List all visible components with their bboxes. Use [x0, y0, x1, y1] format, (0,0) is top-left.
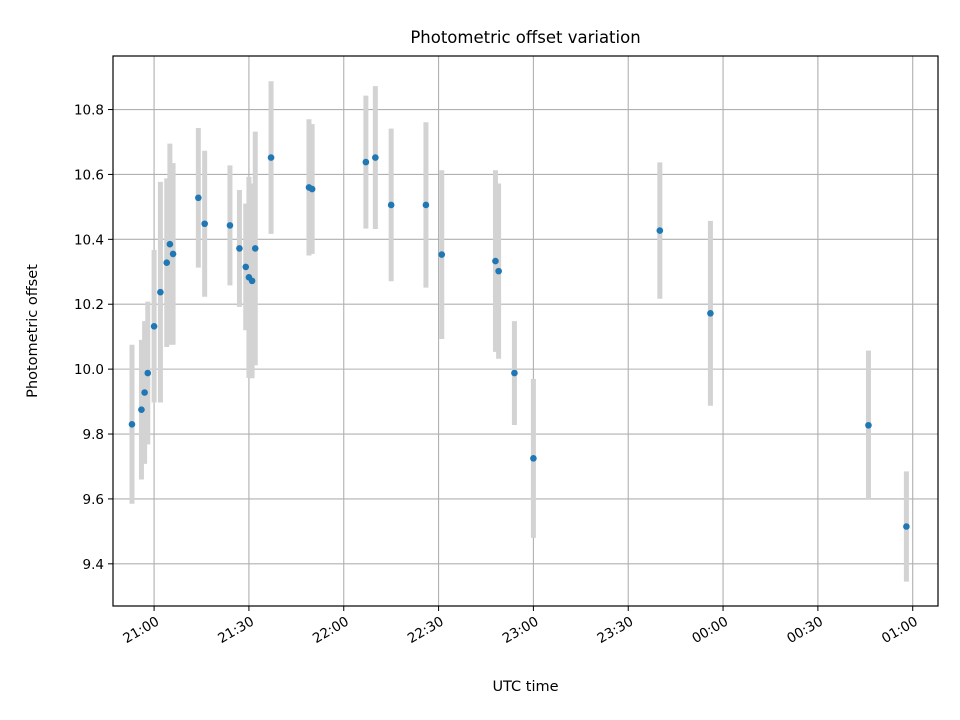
data-point: [495, 267, 502, 275]
data-point: [163, 259, 171, 266]
data-points: [128, 154, 910, 530]
data-point: [308, 185, 316, 193]
grid: [113, 56, 938, 606]
data-point: [865, 421, 872, 429]
y-tick-label: 10.6: [74, 167, 104, 183]
data-point: [166, 240, 174, 248]
y-tick-label: 10.4: [74, 232, 104, 248]
data-point: [128, 420, 136, 428]
data-point: [201, 220, 208, 228]
data-point: [226, 222, 234, 229]
chart-title: Photometric offset variation: [410, 28, 640, 47]
data-point: [422, 201, 430, 209]
data-point: [169, 250, 177, 258]
data-point: [387, 201, 395, 209]
data-point: [492, 257, 499, 265]
y-axis-label: Photometric offset: [25, 264, 41, 398]
data-point: [236, 245, 243, 252]
x-axis-label: UTC time: [492, 679, 558, 695]
data-point: [141, 389, 148, 396]
data-point: [195, 194, 202, 202]
data-point: [150, 322, 158, 330]
data-point: [242, 263, 250, 271]
y-tick-label: 10.2: [74, 297, 104, 313]
data-point: [511, 369, 518, 377]
y-tick-label: 9.6: [83, 492, 104, 508]
data-point: [530, 455, 537, 462]
data-point: [138, 406, 145, 413]
data-point: [251, 245, 259, 252]
data-point: [438, 251, 446, 258]
data-point: [903, 523, 910, 530]
data-point: [157, 288, 164, 296]
data-point: [248, 277, 256, 285]
data-point: [362, 158, 370, 166]
y-tick-label: 10.8: [74, 103, 104, 119]
data-point: [707, 310, 714, 317]
y-tick-label: 9.8: [83, 427, 104, 443]
data-point: [656, 227, 664, 234]
plot-area-frame: [112, 55, 939, 607]
data-point: [144, 369, 152, 377]
y-tick-label: 10.0: [74, 362, 104, 378]
data-point: [267, 154, 275, 161]
data-point: [372, 154, 379, 161]
y-tick-label: 9.4: [83, 557, 104, 573]
